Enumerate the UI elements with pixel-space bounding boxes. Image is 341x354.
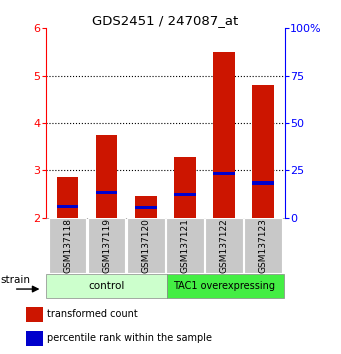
Text: GSM137120: GSM137120 (141, 218, 150, 273)
Text: percentile rank within the sample: percentile rank within the sample (47, 333, 212, 343)
Bar (57, 205, 78, 208)
Bar (46, 274, 167, 298)
Text: GSM137121: GSM137121 (180, 218, 190, 273)
Bar (135, 206, 157, 209)
Text: GSM137122: GSM137122 (220, 218, 228, 273)
Bar (96, 191, 117, 194)
Bar (127, 218, 165, 273)
Bar (213, 172, 235, 175)
Bar (213, 52, 235, 218)
Text: transformed count: transformed count (47, 309, 138, 319)
Bar (244, 218, 282, 273)
Bar (26, 331, 43, 346)
Text: GSM137119: GSM137119 (102, 218, 111, 273)
Text: GSM137123: GSM137123 (259, 218, 268, 273)
Bar (57, 177, 78, 218)
Bar (174, 157, 196, 218)
Bar (166, 218, 204, 273)
Bar (49, 218, 86, 273)
Bar (252, 181, 274, 184)
Bar (205, 218, 243, 273)
Bar (174, 193, 196, 196)
Bar (88, 218, 125, 273)
Bar (96, 135, 117, 218)
Text: TAC1 overexpressing: TAC1 overexpressing (173, 281, 275, 291)
Bar (167, 274, 284, 298)
Text: strain: strain (1, 275, 31, 285)
Title: GDS2451 / 247087_at: GDS2451 / 247087_at (92, 14, 238, 27)
Text: GSM137118: GSM137118 (63, 218, 72, 273)
Bar (135, 196, 157, 218)
Bar (252, 85, 274, 218)
Text: control: control (89, 281, 125, 291)
Bar (26, 307, 43, 322)
